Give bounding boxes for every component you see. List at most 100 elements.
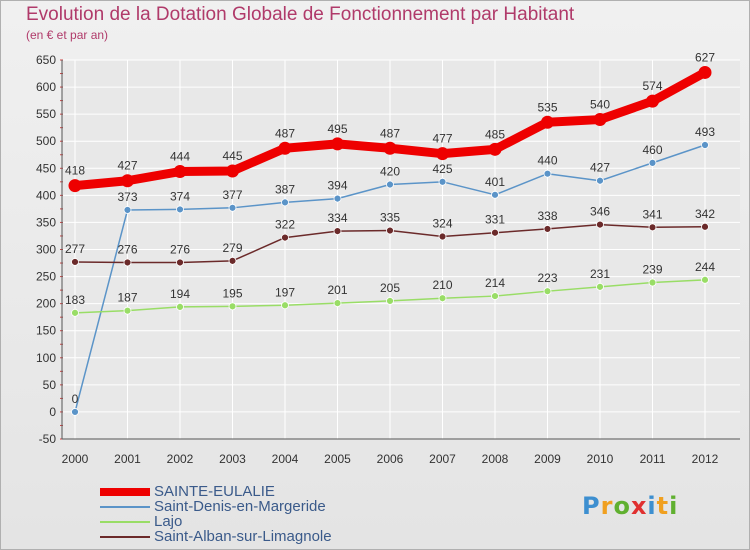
data-label: 187: [117, 291, 137, 305]
data-label: 239: [642, 263, 662, 277]
data-point: [386, 226, 394, 235]
data-label: 495: [327, 122, 347, 136]
data-point: [491, 292, 499, 300]
x-tick-label: 2003: [219, 452, 246, 466]
logo-letter: x: [630, 492, 648, 520]
y-tick-label: 500: [36, 134, 56, 148]
legend-item: SAINTE-EULALIE: [100, 484, 332, 499]
data-point: [383, 141, 397, 155]
data-point: [491, 228, 499, 237]
y-tick-label: 400: [36, 188, 56, 202]
data-point: [541, 115, 554, 129]
data-point: [593, 113, 607, 127]
data-point: [646, 94, 659, 108]
legend-label: Lajo: [154, 513, 183, 530]
data-point: [701, 275, 709, 284]
logo-letter: o: [613, 492, 631, 520]
data-point: [123, 258, 132, 267]
data-label: 223: [537, 271, 557, 285]
data-point: [698, 65, 712, 79]
legend-label: Saint-Denis-en-Margeride: [154, 498, 326, 515]
data-label: 487: [380, 126, 400, 140]
legend-swatch: [100, 488, 150, 497]
data-label: 214: [485, 276, 505, 290]
data-point: [333, 299, 342, 308]
data-label: 341: [642, 207, 662, 221]
data-point: [436, 147, 449, 161]
x-tick-label: 2011: [640, 452, 666, 466]
y-tick-label: 0: [49, 405, 56, 419]
x-tick-label: 2000: [62, 452, 89, 466]
data-point: [701, 222, 709, 231]
proxiti-logo: Proxiti: [582, 492, 678, 520]
x-tick-label: 2010: [587, 452, 614, 466]
data-point: [228, 302, 237, 311]
data-point: [438, 177, 447, 186]
data-point: [543, 225, 552, 233]
data-point: [173, 165, 187, 179]
x-tick-label: 2001: [114, 452, 141, 466]
data-point: [281, 233, 289, 242]
data-labels: 0 373 374 377 387 394 420 425 401 440 427 460 493 183…: [65, 50, 715, 405]
data-label: 244: [695, 260, 715, 274]
y-tick-label: 250: [36, 270, 56, 284]
data-label: 346: [590, 205, 610, 219]
data-label: 201: [327, 283, 347, 297]
data-label: 0: [72, 392, 79, 406]
logo-letter: i: [669, 492, 679, 520]
data-label: 427: [117, 159, 137, 173]
chart-title: Evolution de la Dotation Globale de Fonc…: [26, 4, 575, 25]
data-label: 195: [222, 286, 242, 300]
y-tick-label: -50: [39, 432, 57, 446]
data-label: 574: [642, 79, 662, 93]
data-label: 276: [117, 242, 137, 256]
x-tick-label: 2008: [482, 452, 509, 466]
data-point: [648, 223, 657, 232]
data-point: [228, 256, 237, 265]
data-label: 418: [65, 164, 85, 178]
legend-swatch: [100, 536, 150, 539]
y-tick-label: 550: [36, 107, 56, 121]
data-label: 279: [222, 241, 242, 255]
y-tick-label: 350: [36, 215, 56, 229]
data-point: [596, 282, 604, 291]
y-tick-label: 600: [36, 80, 56, 94]
data-label: 373: [117, 190, 137, 204]
data-label: 231: [590, 267, 610, 281]
data-point: [596, 176, 604, 185]
data-point: [226, 164, 239, 178]
data-label: 445: [222, 149, 242, 163]
data-label: 535: [537, 100, 557, 114]
data-point: [386, 180, 394, 189]
data-label: 387: [275, 182, 295, 196]
data-point: [648, 158, 657, 167]
x-tick-label: 2006: [377, 452, 404, 466]
data-point: [491, 190, 499, 199]
data-point: [543, 169, 552, 178]
x-tick-label: 2004: [272, 452, 299, 466]
data-label: 342: [695, 207, 715, 221]
x-tick-label: 2009: [534, 452, 561, 466]
series: [68, 65, 712, 416]
data-label: 338: [537, 209, 557, 223]
data-label: 331: [485, 213, 505, 227]
data-label: 425: [432, 162, 452, 176]
data-label: 197: [275, 285, 295, 299]
y-tick-label: 650: [36, 53, 56, 67]
legend-label: Saint-Alban-sur-Limagnole: [154, 528, 332, 545]
data-label: 485: [485, 127, 505, 141]
x-tick-label: 2002: [167, 452, 194, 466]
data-point: [701, 141, 709, 149]
legend-item: Saint-Alban-sur-Limagnole: [100, 529, 332, 544]
x-tick-label: 2007: [429, 452, 456, 466]
data-label: 277: [65, 242, 85, 256]
data-point: [386, 297, 394, 305]
data-point: [438, 232, 447, 241]
data-label: 276: [170, 242, 190, 256]
data-label: 194: [170, 287, 190, 301]
data-label: 440: [537, 154, 557, 168]
grid: [62, 59, 740, 440]
y-tick-label: 200: [36, 297, 56, 311]
data-point: [123, 306, 132, 315]
